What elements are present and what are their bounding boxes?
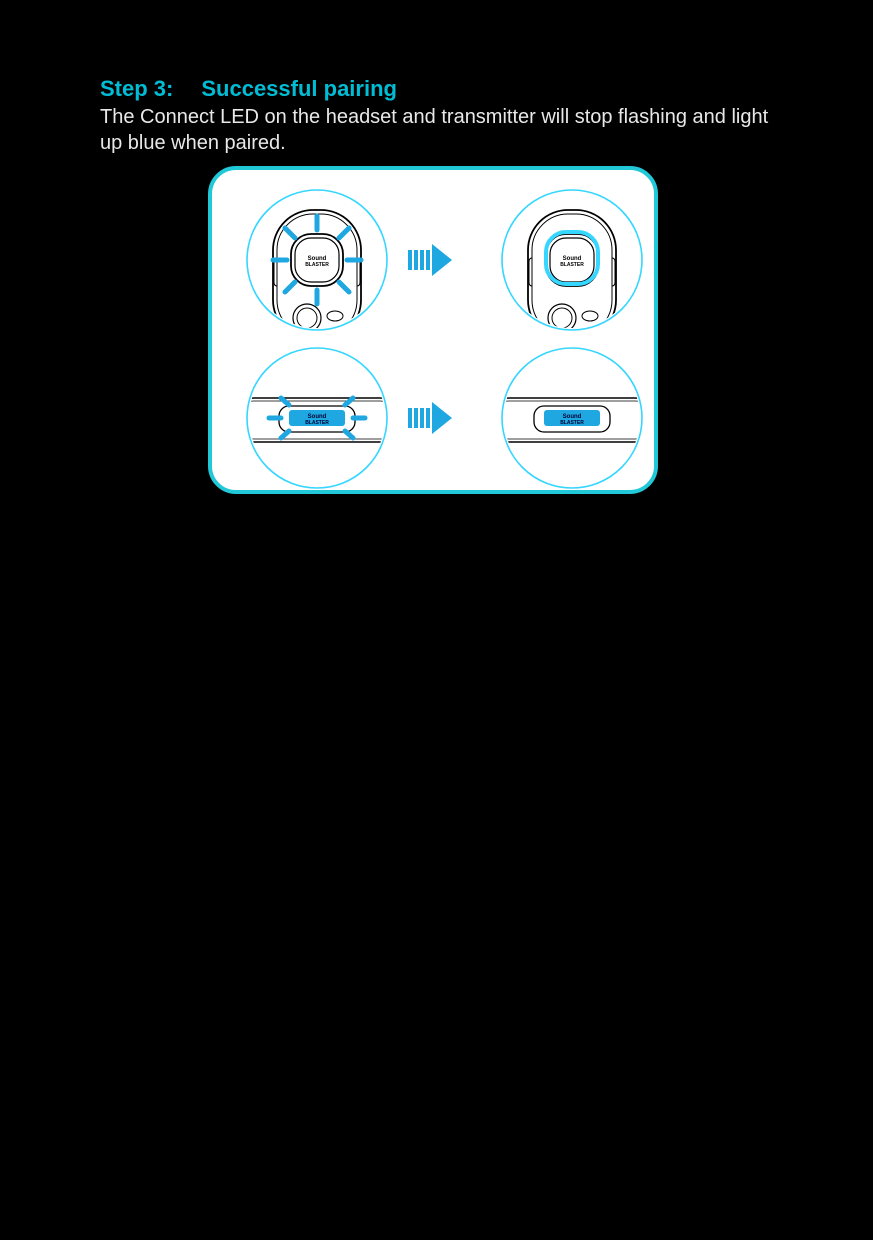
- body-text: The Connect LED on the headset and trans…: [100, 104, 780, 156]
- transmitter-flashing-icon: Sound BLASTER: [232, 398, 402, 442]
- step-heading: Step 3: Successful pairing: [100, 76, 397, 102]
- diagram-svg: Sound BLASTER: [212, 170, 654, 490]
- pairing-diagram: Sound BLASTER: [208, 166, 658, 494]
- manual-page: Step 3: Successful pairing The Connect L…: [0, 0, 873, 1240]
- headset-flashing-icon: [273, 210, 361, 340]
- transmitter-solid-icon: Sound BLASTER: [487, 398, 654, 442]
- svg-text:BLASTER: BLASTER: [305, 420, 329, 426]
- headset-solid-icon: [528, 210, 616, 340]
- svg-text:BLASTER: BLASTER: [560, 420, 584, 426]
- step-number: Step 3:: [100, 76, 173, 102]
- step-title: Successful pairing: [201, 76, 397, 102]
- arrow-icon: [408, 244, 452, 276]
- arrow-icon: [408, 402, 452, 434]
